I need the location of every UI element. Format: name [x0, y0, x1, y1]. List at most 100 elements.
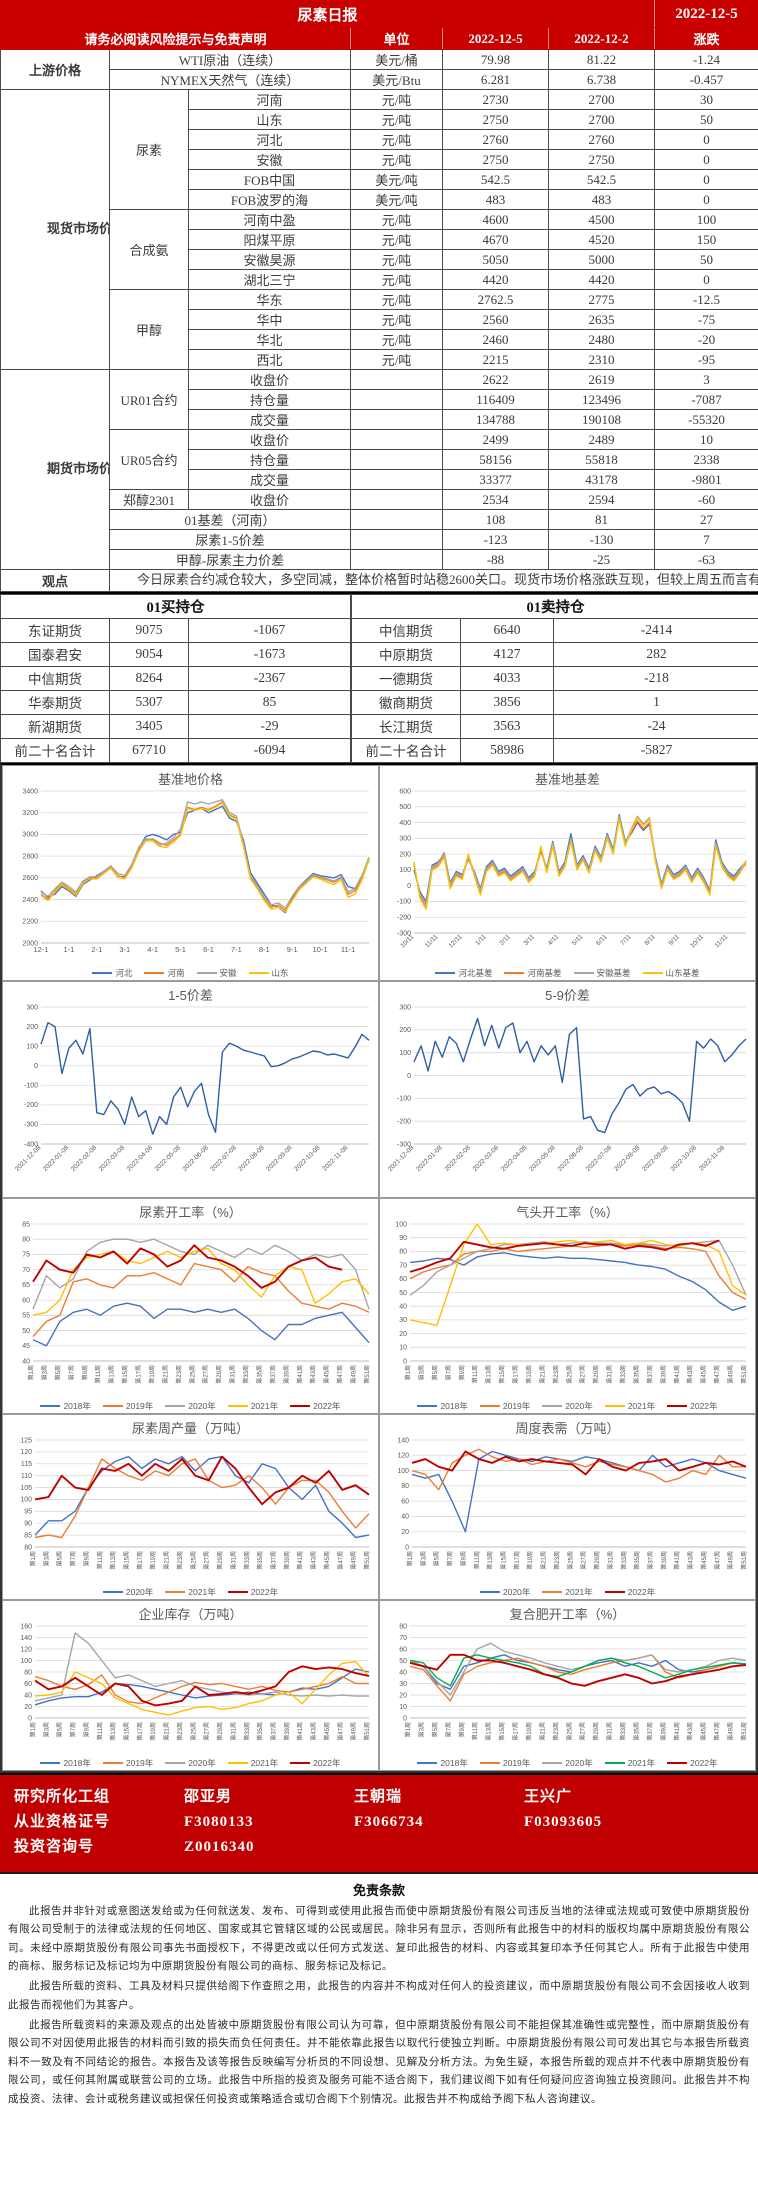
svg-text:140: 140: [397, 1437, 409, 1444]
svg-text:第11周: 第11周: [471, 1365, 479, 1383]
svg-text:500: 500: [399, 804, 411, 811]
group-label: UR05合约: [109, 429, 189, 490]
legend-swatch: [542, 1761, 563, 1765]
svg-text:第45周: 第45周: [323, 1722, 331, 1741]
legend-item: 河北基差: [435, 967, 492, 979]
item-value: [350, 429, 443, 450]
svg-text:第25周: 第25周: [565, 1365, 573, 1384]
svg-text:第25周: 第25周: [189, 1551, 197, 1570]
legend-item: 2021年: [227, 1400, 278, 1412]
item-value: -130: [547, 529, 656, 550]
svg-text:100: 100: [395, 1221, 407, 1228]
broker-name: 中信期货: [0, 665, 110, 691]
item-value: 2760: [442, 129, 549, 150]
chart-compound-fertilizer-rate: 复合肥开工率（%） 0 10 20 30 40 50 60 70 80 第1周 第3周 第5周 第7周 第9…: [379, 1599, 756, 1771]
holdings-sell-body: 中信期货 6640 -2414 中原期货 4127 282 一德期货 4033 -218 徽商期货…: [351, 617, 758, 763]
svg-text:2800: 2800: [22, 853, 38, 860]
svg-text:第3周: 第3周: [417, 1722, 425, 1737]
svg-text:40: 40: [401, 1514, 409, 1521]
sell-holdings-table: 01卖持仓 中信期货 6640 -2414 中原期货 4127 282 一德期货 4033 -2…: [351, 593, 758, 763]
svg-text:110: 110: [21, 1473, 32, 1480]
broker-name: 中原期货: [351, 641, 462, 667]
table-row: 山东 元/吨 2750 2700 50: [1, 109, 758, 130]
broker-name: 华泰期货: [0, 689, 110, 715]
table-row: 安徽昊源 元/吨 5050 5000 50: [1, 249, 758, 270]
svg-text:第31周: 第31周: [606, 1551, 614, 1570]
chart-title: 基准地基差: [534, 771, 600, 787]
svg-text:第7周: 第7周: [69, 1722, 77, 1737]
chart-1-5-spread: 1-5价差 -400 -300 -200 -100 0 100 200 300 2021-12-0…: [2, 980, 379, 1198]
svg-text:80: 80: [22, 1236, 30, 1243]
svg-text:10: 10: [399, 1344, 407, 1351]
item-value: 2560: [442, 309, 549, 330]
disclaimer-paragraph: 此报告所载资料的来源及观点的出处皆被中原期货股份有限公司认为可靠，但中原期货股份…: [8, 2020, 750, 2105]
svg-text:30: 30: [399, 1317, 407, 1324]
svg-text:第15周: 第15周: [500, 1551, 508, 1570]
item-value: 元/吨: [350, 309, 443, 330]
svg-text:第51周: 第51周: [740, 1551, 748, 1570]
chart-legend: 河北 河南 安徽 山东: [3, 966, 378, 980]
svg-text:11-1: 11-1: [341, 945, 355, 954]
item-value: 483: [442, 189, 549, 210]
broker-name: 国泰君安: [0, 641, 110, 667]
svg-text:105: 105: [20, 1485, 32, 1492]
svg-text:第39周: 第39周: [283, 1551, 291, 1570]
svg-text:-100: -100: [397, 1095, 411, 1102]
svg-text:第1周: 第1周: [29, 1551, 37, 1566]
table-row: 郑醇2301 收盘价 2534 2594 -60: [1, 489, 758, 510]
svg-text:5-1: 5-1: [175, 945, 186, 954]
svg-text:第21周: 第21周: [163, 1551, 171, 1570]
broker-value: 85: [187, 689, 352, 715]
broker-value: 6640: [460, 617, 555, 643]
svg-text:80: 80: [399, 1623, 407, 1630]
item-value: 108: [442, 509, 549, 530]
legend-item: 2020年: [165, 1400, 216, 1412]
svg-text:第19周: 第19周: [149, 1722, 157, 1741]
svg-text:第35周: 第35周: [255, 1365, 263, 1384]
legend-swatch: [102, 1404, 123, 1408]
item-value: 0: [654, 189, 758, 210]
svg-text:第3周: 第3周: [42, 1722, 50, 1737]
chart-canvas: 80 85 90 95 100 105 110 115 120 125 第1周 第3周 第5周 第7周 第9…: [20, 1437, 371, 1570]
item-value: 4520: [547, 229, 656, 250]
svg-text:第49周: 第49周: [350, 1365, 358, 1384]
item-value: -12.5: [654, 289, 758, 310]
holdings-row: 中原期货 4127 282: [351, 641, 758, 667]
item-name: 收盘价: [188, 489, 351, 510]
svg-text:第39周: 第39周: [282, 1365, 290, 1384]
svg-text:第25周: 第25周: [188, 1365, 196, 1384]
item-value: -60: [654, 489, 758, 510]
svg-text:第21周: 第21周: [540, 1551, 548, 1570]
col-date1: 2022-12-5: [442, 27, 549, 50]
svg-text:3/11: 3/11: [523, 933, 537, 947]
price-table-body: 上游价格 WTI原油（连续） 美元/桶 79.98 81.22 -1.24 NYMEX天然气…: [0, 49, 758, 570]
svg-text:第29周: 第29周: [593, 1551, 601, 1570]
svg-text:0: 0: [403, 1715, 407, 1722]
item-value: 5000: [547, 249, 656, 270]
section-label: 上游价格: [0, 49, 110, 90]
chart-title: 复合肥开工率（%）: [509, 1606, 626, 1622]
svg-text:第29周: 第29周: [592, 1365, 600, 1384]
svg-text:2022-10-08: 2022-10-08: [670, 1144, 699, 1173]
svg-text:第43周: 第43周: [686, 1365, 694, 1384]
item-value: 美元/吨: [350, 169, 443, 190]
svg-text:第43周: 第43周: [686, 1722, 694, 1741]
svg-text:第7周: 第7周: [444, 1365, 452, 1380]
svg-text:第13周: 第13周: [486, 1551, 494, 1570]
broker-value: -29: [187, 713, 352, 739]
svg-text:2021-12-08: 2021-12-08: [387, 1144, 416, 1173]
svg-text:第25周: 第25周: [189, 1722, 197, 1741]
svg-text:2022-09-08: 2022-09-08: [265, 1144, 294, 1173]
svg-text:20: 20: [401, 1529, 409, 1536]
svg-text:第41周: 第41周: [296, 1551, 304, 1570]
legend-item: 安徽: [196, 967, 237, 979]
item-name: 华中: [188, 309, 351, 330]
svg-text:第9周: 第9周: [458, 1722, 466, 1737]
viewpoint-text: 今日尿素合约减仓较大，多空同减，整体价格暂时站稳2600关口。现货市场价格涨跌互…: [108, 569, 758, 592]
chart-benchmark-basis: 基准地基差 -300 -200 -100 0 100 200 300 400 500 600 10/1…: [379, 764, 756, 981]
svg-text:70: 70: [22, 1267, 30, 1274]
item-name: FOB波罗的海: [188, 189, 351, 210]
svg-text:80: 80: [24, 1544, 32, 1551]
